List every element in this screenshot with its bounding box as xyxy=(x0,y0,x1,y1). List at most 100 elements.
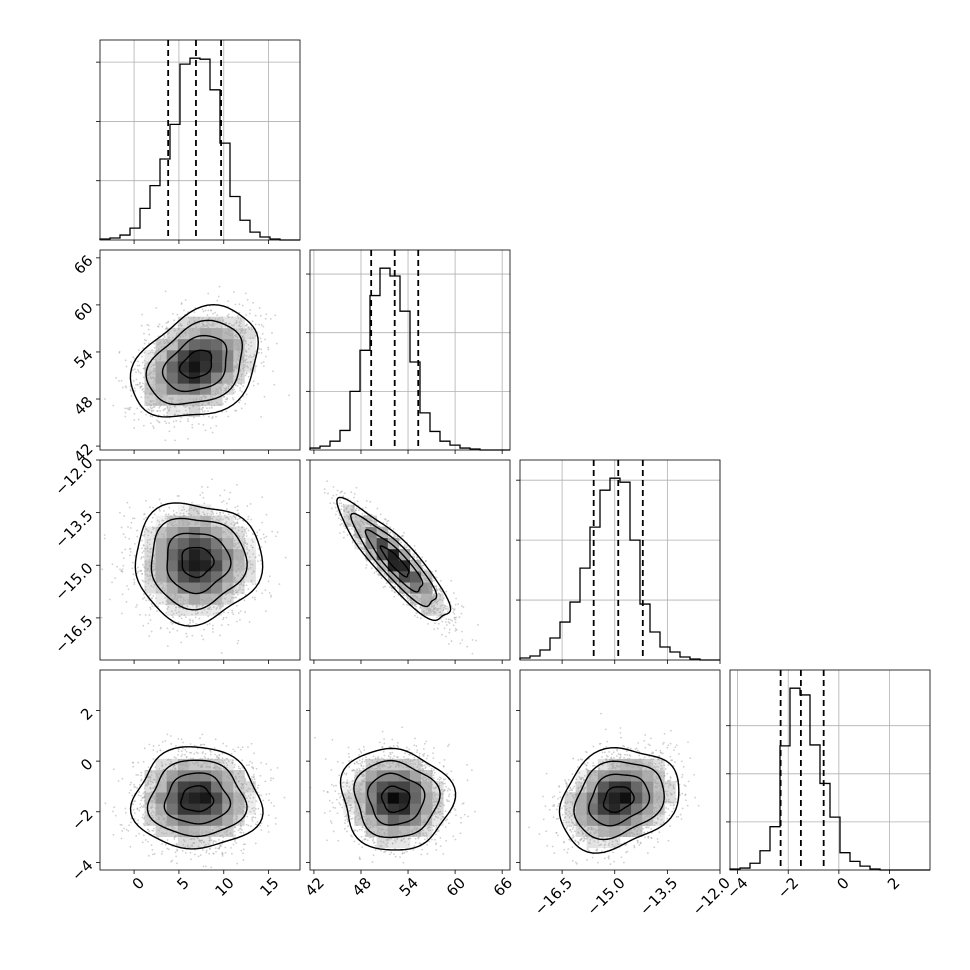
scatter-point xyxy=(194,598,197,601)
scatter-point xyxy=(447,608,449,610)
scatter-point xyxy=(431,580,434,583)
scatter-point xyxy=(252,790,255,793)
scatter-point xyxy=(242,360,245,363)
scatter-point xyxy=(242,356,245,359)
scatter-point xyxy=(217,756,220,759)
density-cell xyxy=(387,803,400,815)
scatter-point xyxy=(173,327,176,330)
scatter-point xyxy=(452,611,455,614)
scatter-point xyxy=(205,830,208,833)
scatter-point xyxy=(168,531,171,534)
scatter-point xyxy=(445,618,448,621)
scatter-point xyxy=(144,563,147,565)
scatter-point xyxy=(229,589,232,592)
scatter-point xyxy=(171,597,174,600)
scatter-point xyxy=(149,593,152,596)
scatter-point xyxy=(164,439,167,442)
scatter-point xyxy=(251,801,253,804)
scatter-point xyxy=(418,767,421,770)
scatter-point xyxy=(149,422,152,425)
scatter-point xyxy=(426,813,429,815)
scatter-point xyxy=(437,608,440,610)
scatter-point xyxy=(151,801,153,803)
scatter-point xyxy=(186,845,189,848)
scatter-point xyxy=(358,522,361,525)
scatter-point xyxy=(169,595,172,598)
scatter-point xyxy=(342,503,345,506)
scatter-point xyxy=(156,591,159,594)
scatter-point xyxy=(176,495,179,497)
scatter-point xyxy=(242,559,245,562)
scatter-point xyxy=(150,409,153,412)
density-cell xyxy=(177,526,190,539)
scatter-point xyxy=(133,786,136,788)
scatter-point xyxy=(236,565,239,567)
scatter-point xyxy=(203,602,206,605)
scatter-point xyxy=(227,518,230,521)
scatter-point xyxy=(136,572,139,575)
scatter-point xyxy=(159,405,161,408)
scatter-point xyxy=(154,558,157,560)
scatter-point xyxy=(226,528,229,531)
scatter-point xyxy=(112,810,114,813)
scatter-point xyxy=(138,791,140,793)
scatter-point xyxy=(169,593,172,596)
scatter-point xyxy=(233,539,236,542)
scatter-point xyxy=(346,820,349,823)
scatter-point xyxy=(444,826,447,828)
scatter-point xyxy=(139,613,142,616)
scatter-point xyxy=(210,395,212,398)
scatter-point xyxy=(180,738,183,741)
scatter-point xyxy=(225,766,228,769)
scatter-point xyxy=(158,768,161,770)
scatter-point xyxy=(140,324,143,327)
scatter-point xyxy=(462,606,465,609)
scatter-point xyxy=(252,540,254,543)
density-cell xyxy=(222,792,234,804)
scatter-point xyxy=(163,589,166,592)
scatter-point xyxy=(162,768,165,771)
scatter-point xyxy=(159,812,162,815)
scatter-point xyxy=(440,590,443,593)
scatter-point xyxy=(140,774,143,777)
scatter-point xyxy=(158,390,160,393)
scatter-point xyxy=(474,810,476,813)
scatter-point xyxy=(185,510,188,513)
scatter-point xyxy=(150,407,153,410)
scatter-point xyxy=(207,292,210,295)
density-cell xyxy=(410,792,422,804)
scatter-point xyxy=(251,775,253,778)
scatter-point xyxy=(246,361,249,364)
scatter-point xyxy=(220,592,222,595)
scatter-point xyxy=(223,531,226,534)
density-cell xyxy=(188,792,201,804)
scatter-point xyxy=(252,553,255,555)
scatter-point xyxy=(216,518,218,521)
scatter-point xyxy=(175,523,177,526)
scatter-point xyxy=(160,626,162,629)
scatter-point xyxy=(406,831,409,834)
scatter-point xyxy=(433,612,436,614)
scatter-point xyxy=(235,557,238,560)
scatter-point xyxy=(147,567,149,570)
scatter-point xyxy=(176,594,179,597)
scatter-point xyxy=(236,862,239,865)
scatter-point xyxy=(167,530,169,533)
scatter-point xyxy=(418,599,421,602)
scatter-point xyxy=(258,554,261,557)
scatter-point xyxy=(128,824,131,827)
density-cell xyxy=(155,792,167,804)
scatter-point xyxy=(130,817,133,820)
scatter-point xyxy=(244,374,247,377)
scatter-point xyxy=(244,361,247,364)
scatter-point xyxy=(142,390,145,393)
scatter-point xyxy=(195,599,198,602)
scatter-point xyxy=(448,622,451,624)
scatter-point xyxy=(160,761,163,764)
scatter-point xyxy=(203,410,206,413)
scatter-point xyxy=(179,515,181,518)
scatter-point xyxy=(236,642,239,645)
scatter-point xyxy=(247,366,249,369)
scatter-point xyxy=(231,388,234,391)
scatter-point xyxy=(221,759,224,762)
